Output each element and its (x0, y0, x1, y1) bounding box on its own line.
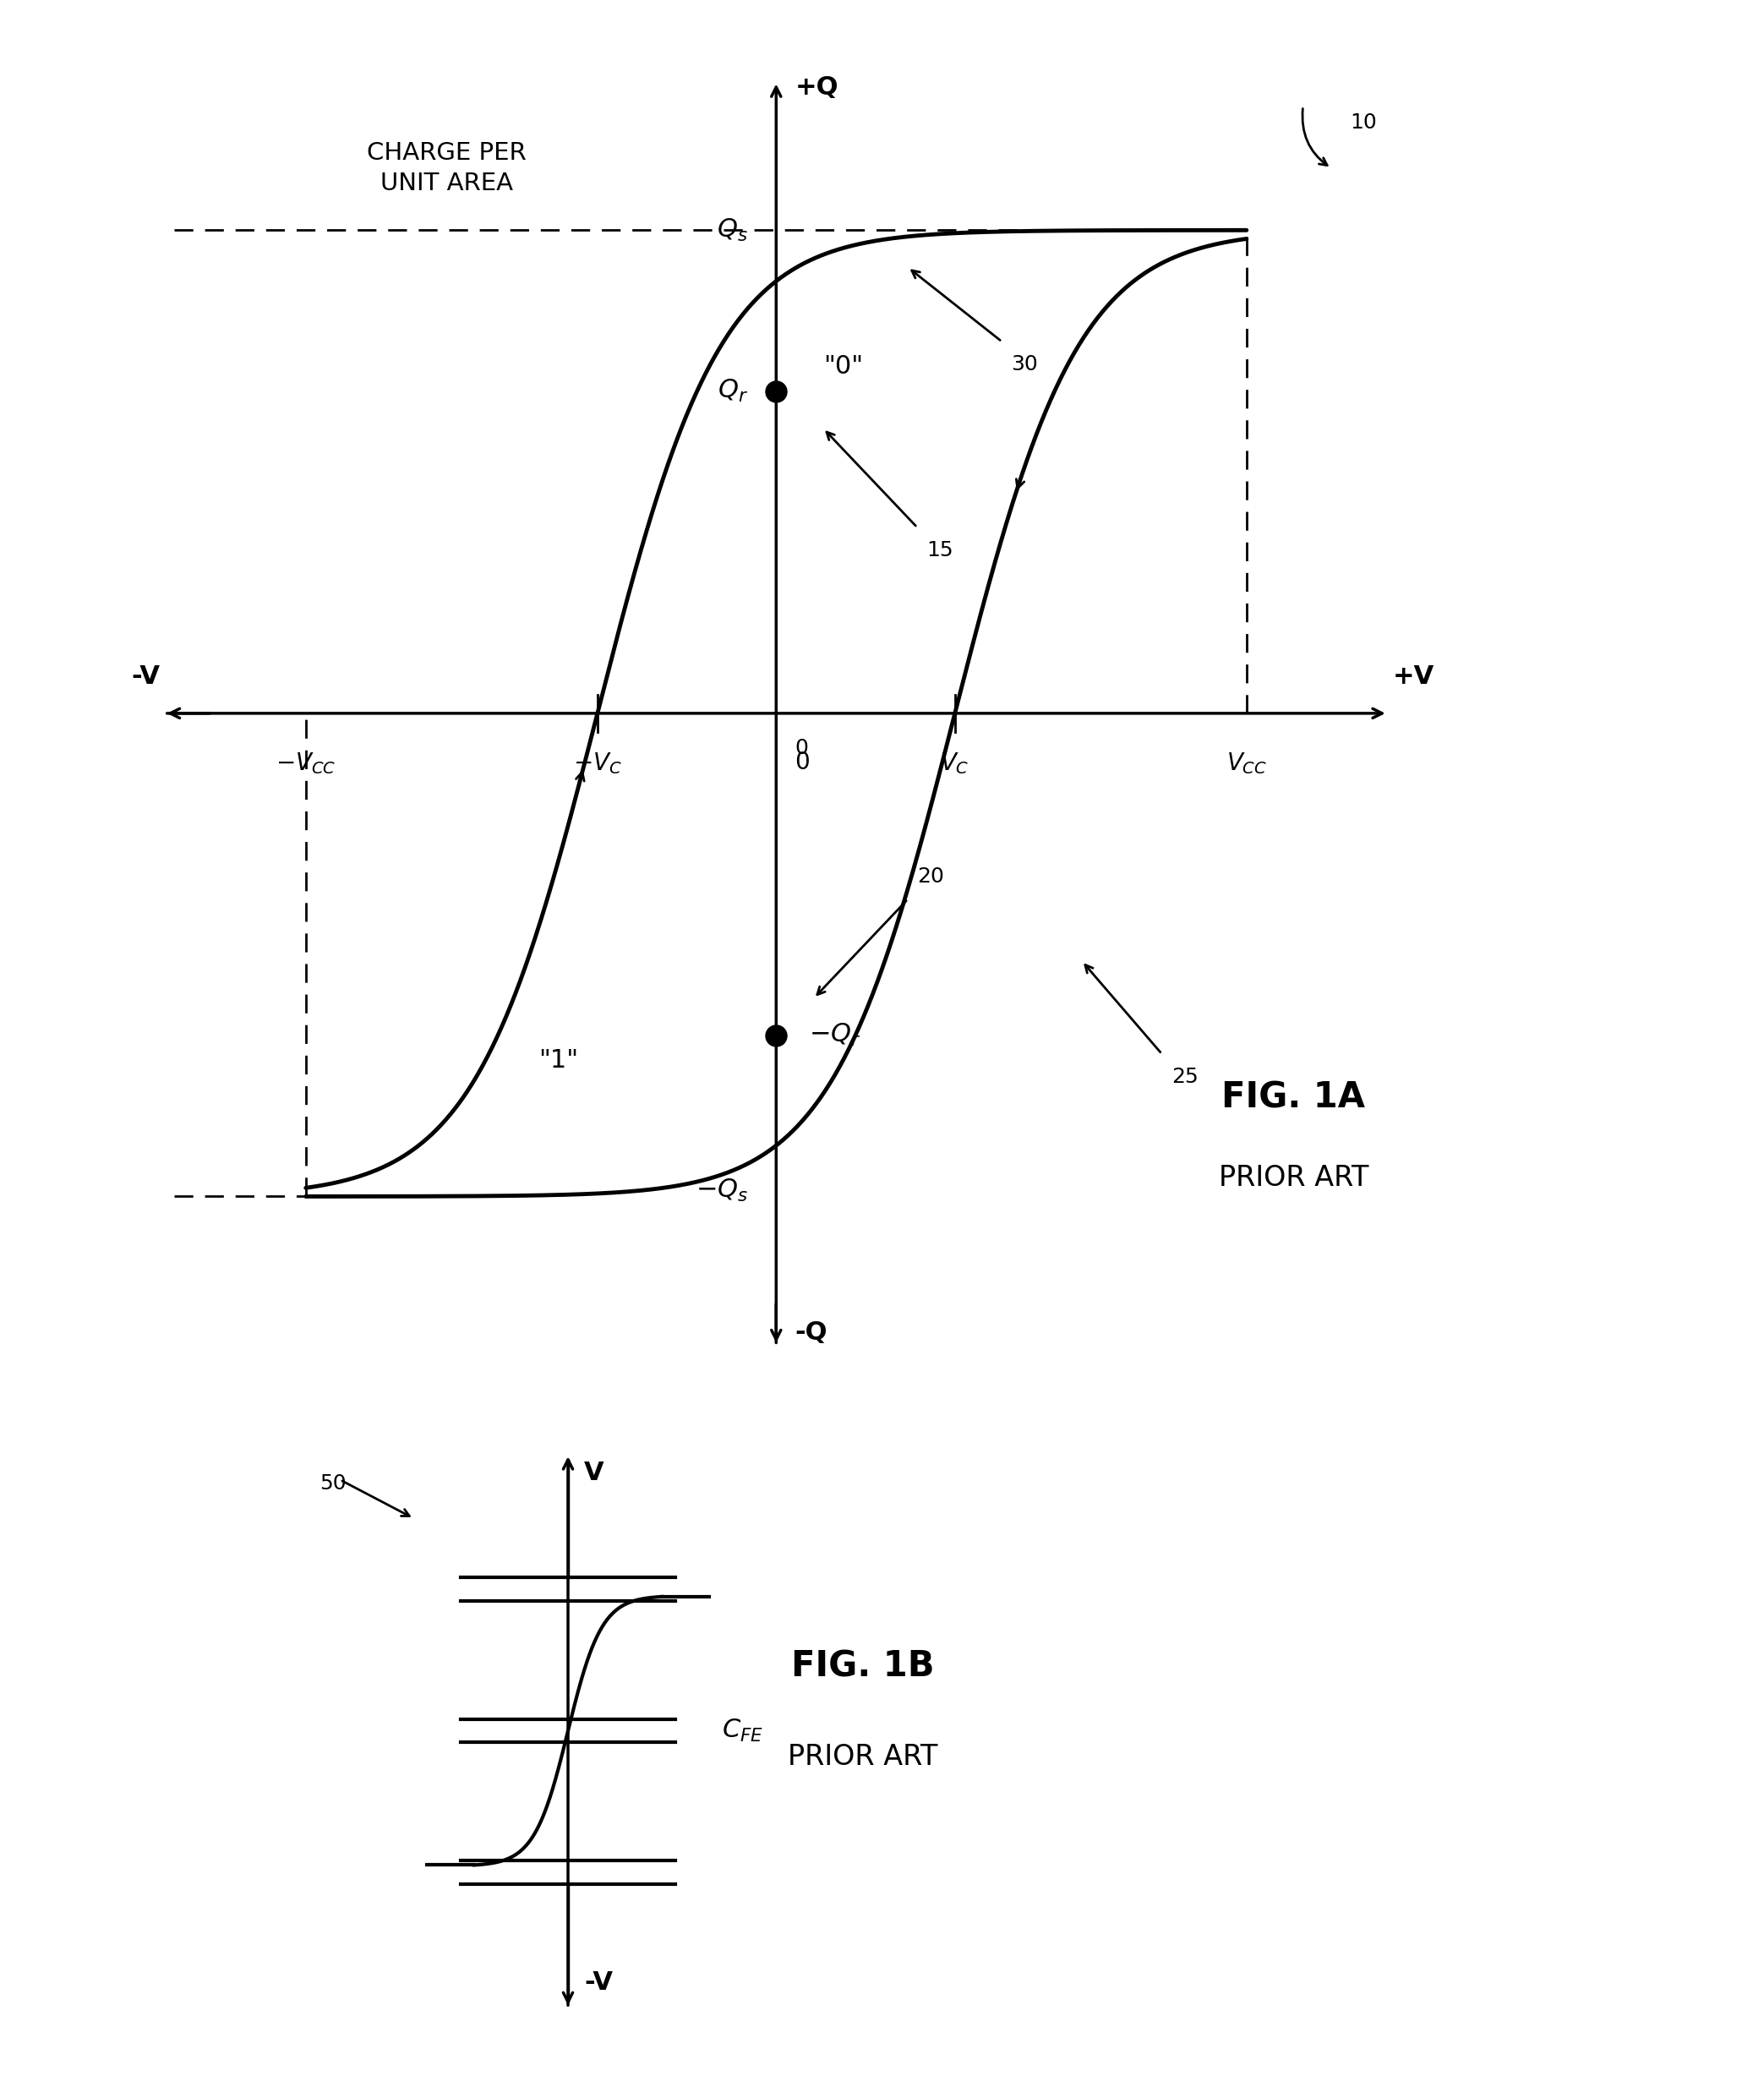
Text: -V: -V (131, 665, 161, 688)
Text: FIG. 1B: FIG. 1B (792, 1649, 935, 1685)
Text: $V_{CC}$: $V_{CC}$ (1226, 751, 1267, 776)
Text: +V: +V (1392, 665, 1434, 688)
Text: $-V_C$: $-V_C$ (573, 751, 623, 776)
Text: $Q_s$: $Q_s$ (716, 216, 748, 243)
Text: PRIOR ART: PRIOR ART (789, 1743, 938, 1771)
Text: 0: 0 (748, 657, 762, 676)
Text: 20: 20 (917, 866, 944, 887)
Text: -Q: -Q (796, 1320, 827, 1345)
Text: 10: 10 (1349, 113, 1378, 132)
Text: $-Q_r$: $-Q_r$ (810, 1022, 861, 1049)
Text: $Q_r$: $Q_r$ (718, 378, 748, 405)
Text: 0: 0 (796, 751, 810, 774)
Text: 0: 0 (796, 738, 808, 757)
Text: CHARGE PER
UNIT AREA: CHARGE PER UNIT AREA (367, 141, 527, 195)
Text: $V_C$: $V_C$ (940, 751, 970, 776)
Text: 30: 30 (1011, 355, 1039, 373)
Text: $-V_{CC}$: $-V_{CC}$ (275, 751, 335, 776)
Text: PRIOR ART: PRIOR ART (1219, 1164, 1369, 1192)
Text: 25: 25 (1171, 1066, 1198, 1087)
Text: -V: -V (584, 1970, 612, 1995)
Text: "1": "1" (538, 1047, 579, 1072)
Text: 15: 15 (926, 539, 953, 560)
Text: FIG. 1A: FIG. 1A (1222, 1080, 1365, 1116)
Text: $C_{FE}$: $C_{FE}$ (721, 1718, 764, 1743)
Text: $-Q_s$: $-Q_s$ (695, 1177, 748, 1204)
Text: "0": "0" (824, 355, 863, 380)
Text: 50: 50 (319, 1473, 348, 1494)
Text: V: V (584, 1460, 603, 1485)
Text: +Q: +Q (796, 76, 838, 101)
